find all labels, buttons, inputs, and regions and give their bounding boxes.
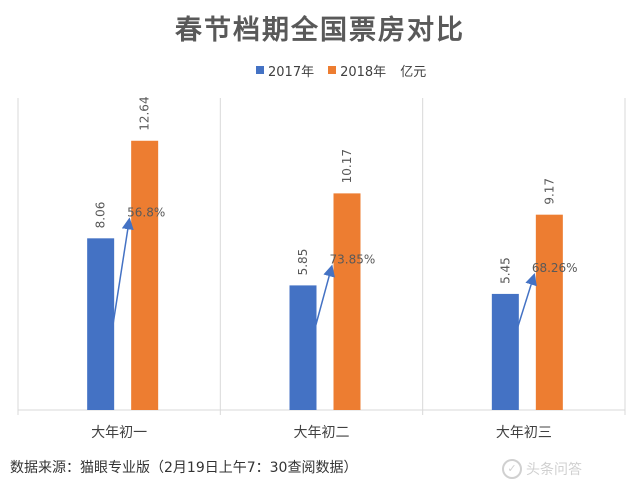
- growth-arrow-1: [111, 217, 134, 331]
- bar-2018-1: [131, 140, 159, 410]
- legend-label-2018: 2018年: [340, 64, 387, 80]
- category-label-1: 大年初一: [91, 424, 147, 441]
- bar-2018-2: [333, 193, 361, 410]
- data-label-2018-1: 12.64: [138, 96, 152, 130]
- legend-item-2017: 2017年: [256, 61, 314, 80]
- data-label-2017-3: 5.45: [498, 257, 512, 284]
- data-label-2018-3: 9.17: [542, 178, 556, 205]
- legend-item-2018: 2018年: [328, 61, 386, 80]
- watermark: ✓ 头条问答: [502, 459, 582, 479]
- legend-unit-label: 亿元: [400, 64, 427, 80]
- bar-2017-1: [87, 238, 115, 410]
- legend-unit: 亿元: [400, 61, 426, 80]
- category-label-3: 大年初三: [496, 424, 552, 441]
- growth-label-1: 56.8%: [127, 205, 165, 219]
- legend-swatch-2018: [328, 66, 337, 74]
- watermark-logo-icon: ✓: [502, 459, 522, 479]
- bar-2017-2: [289, 285, 317, 410]
- data-label-2017-2: 5.85: [296, 249, 310, 276]
- chart-title: 春节档期全国票房对比: [175, 15, 465, 46]
- legend-swatch-2017: [256, 66, 264, 74]
- data-label-2018-2: 10.17: [340, 149, 354, 183]
- legend-label-2017: 2017年: [268, 64, 315, 80]
- source-note: 数据来源：猫眼专业版（2月19日上午7：30查阅数据）: [10, 460, 358, 476]
- watermark-text: 头条问答: [526, 462, 582, 478]
- growth-label-2: 73.85%: [330, 252, 376, 266]
- legend: 2017年 2018年 亿元: [256, 60, 440, 80]
- growth-arrow-3: [516, 273, 537, 331]
- bar-2017-3: [491, 293, 519, 410]
- growth-arrow-2: [313, 264, 335, 331]
- bar-2018-3: [535, 214, 563, 410]
- data-label-2017-1: 8.06: [94, 202, 108, 229]
- growth-label-3: 68.26%: [532, 261, 578, 275]
- category-label-2: 大年初二: [294, 424, 350, 441]
